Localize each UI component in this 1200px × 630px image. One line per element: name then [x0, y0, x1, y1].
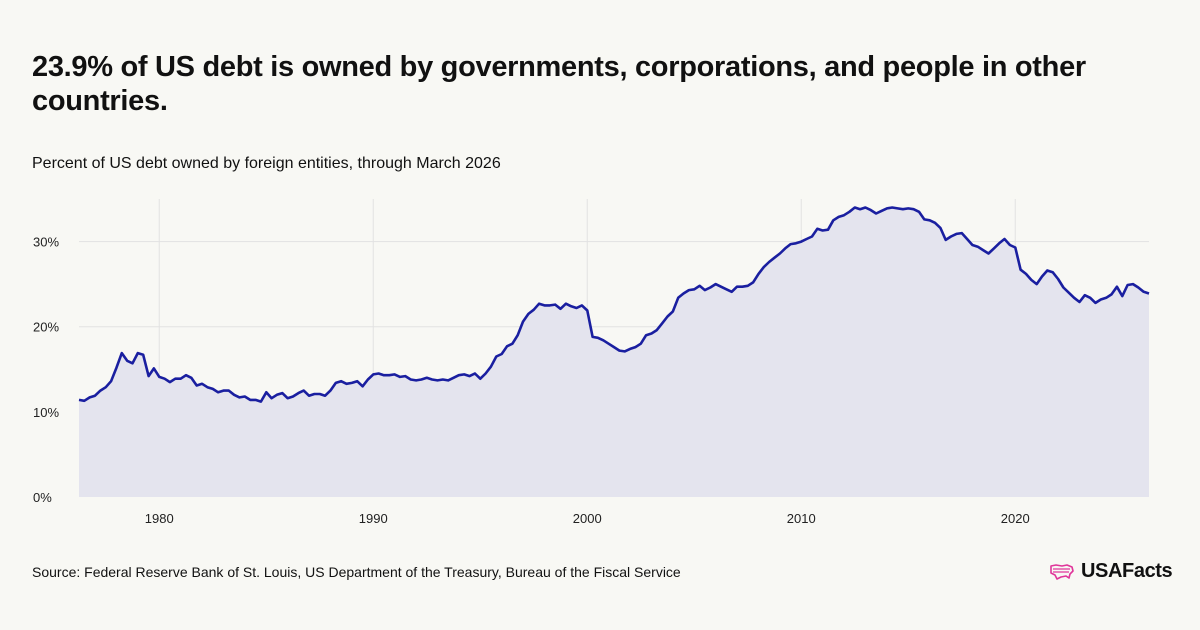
y-tick-label: 10% [33, 405, 59, 420]
x-tick-label: 1980 [145, 511, 174, 526]
y-tick-label: 20% [33, 320, 59, 335]
us-map-icon [1050, 563, 1074, 580]
series-area [79, 207, 1149, 497]
x-tick-label: 1990 [359, 511, 388, 526]
y-tick-label: 30% [33, 235, 59, 250]
chart-subtitle: Percent of US debt owned by foreign enti… [32, 155, 501, 172]
x-tick-label: 2000 [573, 511, 602, 526]
x-tick-label: 2010 [787, 511, 816, 526]
series-line [78, 206, 1150, 403]
x-tick-label: 2020 [1001, 511, 1030, 526]
source-note: Source: Federal Reserve Bank of St. Loui… [32, 564, 681, 580]
chart-title: 23.9% of US debt is owned by governments… [32, 51, 1086, 117]
logo-text: USAFacts [1081, 560, 1173, 582]
y-tick-label: 0% [33, 490, 52, 505]
usafacts-logo[interactable]: USAFacts [1049, 560, 1173, 583]
